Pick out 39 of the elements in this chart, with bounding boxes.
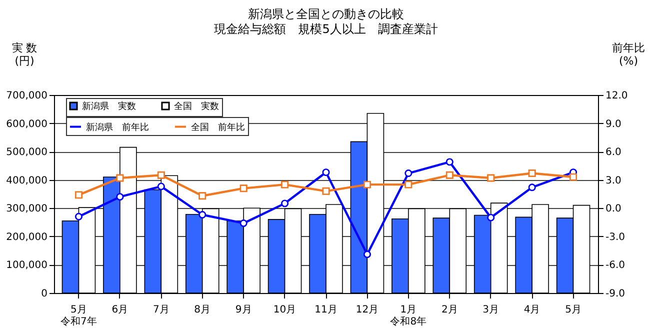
y2-tick-label: 6.0 bbox=[606, 147, 622, 158]
x-tick-label: 10月 bbox=[273, 304, 296, 316]
x-tick-label: 5月 bbox=[565, 304, 582, 316]
x-tick-label: 9月 bbox=[235, 304, 252, 316]
x-tick-label: 12月 bbox=[356, 304, 379, 316]
legend-label: 全国 実数 bbox=[174, 100, 219, 112]
y-tick-label: 600,000 bbox=[6, 118, 48, 130]
x-tick-label: 5月 bbox=[70, 304, 87, 316]
y-tick-label: 300,000 bbox=[6, 204, 48, 215]
y-tick-label: 500,000 bbox=[6, 147, 48, 158]
x-tick-label: 2月 bbox=[441, 304, 458, 316]
y2-tick-label: -3.0 bbox=[606, 232, 626, 243]
y-tick-label: 100,000 bbox=[6, 260, 48, 272]
legend-label: 新潟県 実数 bbox=[82, 100, 136, 112]
x-tick-label: 1月 bbox=[400, 304, 417, 316]
y-axis-title: 実 数 (円) bbox=[12, 42, 38, 68]
x-tick-label: 4月 bbox=[524, 304, 540, 316]
y2-tick-label: -6.0 bbox=[606, 260, 626, 272]
y2-axis-title: 前年比 (%) bbox=[612, 42, 645, 68]
y2-tick-label: 3.0 bbox=[606, 175, 622, 186]
x-tick-label: 7月 bbox=[152, 304, 170, 316]
y2-tick-label: 12.0 bbox=[606, 90, 628, 102]
x-tick-label: 3月 bbox=[482, 304, 500, 316]
x-tick-label: 11月 bbox=[314, 304, 338, 316]
y-tick-label: 700,000 bbox=[6, 90, 48, 102]
y2-tick-label: 0.0 bbox=[606, 204, 622, 215]
y2-tick-label: -9.0 bbox=[606, 288, 626, 300]
y-tick-label: 200,000 bbox=[6, 232, 48, 243]
legend-label: 全国 前年比 bbox=[191, 122, 245, 133]
text: 令和7年 bbox=[60, 316, 97, 328]
chart-title: 新潟県と全国との動きの比較 bbox=[248, 7, 404, 21]
x-tick-label: 6月 bbox=[112, 304, 128, 316]
y2-tick-label: 9.0 bbox=[606, 118, 622, 130]
chart-subtitle: 現金給与総額 規模5人以上 調査産業計 bbox=[214, 22, 438, 36]
text: 令和8年 bbox=[390, 316, 427, 328]
y-tick-label: 0 bbox=[41, 288, 48, 300]
x-tick-label: 8月 bbox=[194, 304, 211, 316]
legend-label: 新潟県 前年比 bbox=[86, 122, 149, 133]
y-tick-label: 400,000 bbox=[6, 175, 48, 186]
